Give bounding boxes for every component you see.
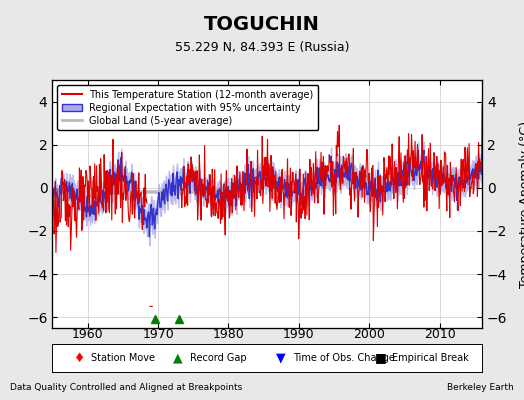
Text: 2010: 2010: [424, 328, 456, 340]
Text: 1980: 1980: [213, 328, 244, 340]
Text: ■: ■: [375, 352, 386, 364]
Text: ♦: ♦: [74, 352, 85, 364]
Legend: This Temperature Station (12-month average), Regional Expectation with 95% uncer: This Temperature Station (12-month avera…: [57, 85, 319, 130]
Text: Record Gap: Record Gap: [190, 353, 246, 363]
Text: 1990: 1990: [283, 328, 315, 340]
Text: 55.229 N, 84.393 E (Russia): 55.229 N, 84.393 E (Russia): [174, 42, 350, 54]
Text: Berkeley Earth: Berkeley Earth: [447, 383, 514, 392]
Text: 2000: 2000: [354, 328, 385, 340]
Text: ▲: ▲: [173, 352, 182, 364]
Text: 1970: 1970: [142, 328, 174, 340]
Text: Data Quality Controlled and Aligned at Breakpoints: Data Quality Controlled and Aligned at B…: [10, 383, 243, 392]
Text: ▼: ▼: [276, 352, 286, 364]
Text: 1960: 1960: [72, 328, 103, 340]
Y-axis label: Temperature Anomaly (°C): Temperature Anomaly (°C): [519, 120, 524, 288]
Text: Time of Obs. Change: Time of Obs. Change: [293, 353, 395, 363]
Text: Empirical Break: Empirical Break: [392, 353, 468, 363]
Text: TOGUCHIN: TOGUCHIN: [204, 14, 320, 34]
Text: Station Move: Station Move: [91, 353, 155, 363]
